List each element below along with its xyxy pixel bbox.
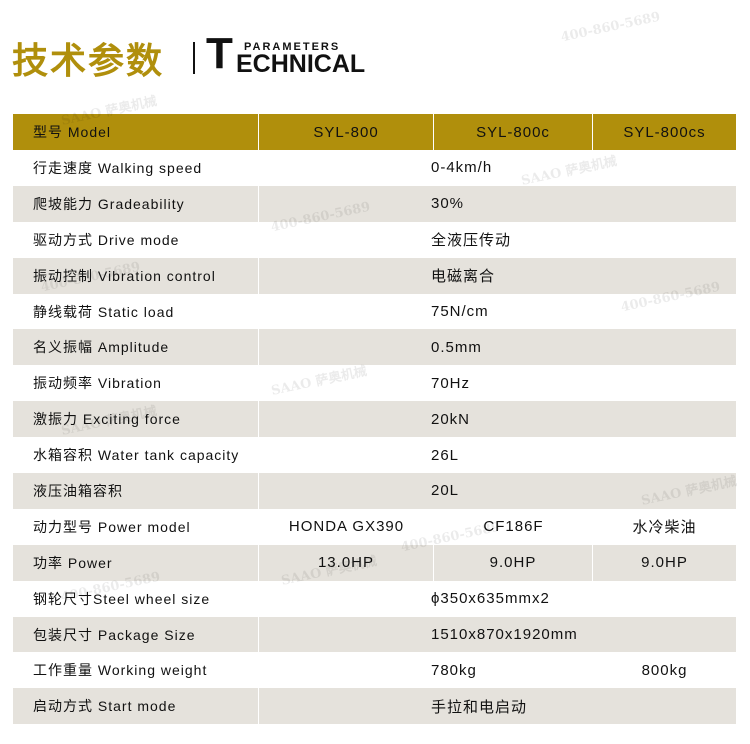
row-label: 振动频率 Vibration xyxy=(33,375,162,392)
table-row: 激振力 Exciting force 20kN xyxy=(13,401,736,438)
row-value: 电磁离合 xyxy=(431,268,496,286)
row-label: 启动方式 Start mode xyxy=(13,688,259,725)
row-value-syl-800cs: 9.0HP xyxy=(641,554,688,572)
watermark: 400-860-5689 xyxy=(559,9,662,46)
row-value-syl-800cs: 水冷柴油 xyxy=(632,519,697,537)
table-row: 钢轮尺寸Steel wheel size ϕ350x635mmx2 xyxy=(13,581,736,617)
row-label: 工作重量 Working weight xyxy=(33,662,208,679)
row-value: 20L xyxy=(431,482,460,500)
table-row: 启动方式 Start mode 手拉和电启动 xyxy=(13,688,736,725)
row-label: 包装尺寸 Package Size xyxy=(13,616,259,653)
row-label: 钢轮尺寸Steel wheel size xyxy=(33,590,211,607)
row-label: 功率 Power xyxy=(13,544,259,581)
title-divider xyxy=(193,42,195,74)
row-label: 激振力 Exciting force xyxy=(13,401,259,438)
row-value: 手拉和电启动 xyxy=(431,698,528,716)
row-value-syl-800cs: 800kg xyxy=(641,661,688,679)
row-label: 爬坡能力 Gradeability xyxy=(13,185,259,222)
row-value: 30% xyxy=(431,195,465,213)
row-value-syl-800: 13.0HP xyxy=(259,544,434,581)
row-label: 行走速度 Walking speed xyxy=(33,159,203,176)
row-value: 70Hz xyxy=(431,374,471,392)
spec-table: 型号 Model SYL-800 SYL-800c SYL-800cs 行走速度… xyxy=(13,114,736,725)
row-label: 驱动方式 Drive mode xyxy=(33,231,180,248)
row-value-syl-800-800c: 780kg xyxy=(431,661,477,679)
table-row: 工作重量 Working weight 780kg 800kg xyxy=(13,652,736,688)
row-value: 0-4km/h xyxy=(431,159,493,177)
row-value: 1510x870x1920mm xyxy=(431,626,578,644)
header-model: 型号 Model xyxy=(13,114,259,150)
row-label: 液压油箱容积 xyxy=(13,473,259,509)
table-row: 静线载荷 Static load 75N/cm xyxy=(13,294,736,330)
title-chinese: 技术参数 xyxy=(12,41,165,82)
row-label: 水箱容积 Water tank capacity xyxy=(33,447,240,464)
row-value-syl-800c: CF186F xyxy=(483,518,544,536)
table-row: 行走速度 Walking speed 0-4km/h xyxy=(13,150,736,186)
header-syl-800: SYL-800 xyxy=(259,114,434,150)
row-value: ϕ350x635mmx2 xyxy=(431,590,550,608)
table-row: 驱动方式 Drive mode 全液压传动 xyxy=(13,222,736,258)
row-label: 振动控制 Vibration control xyxy=(13,257,259,294)
table-header: 型号 Model SYL-800 SYL-800c SYL-800cs xyxy=(13,114,736,150)
table-row: 包装尺寸 Package Size 1510x870x1920mm xyxy=(13,616,736,653)
table-row: 振动控制 Vibration control 电磁离合 xyxy=(13,257,736,294)
row-label: 静线载荷 Static load xyxy=(33,303,175,320)
row-value: 75N/cm xyxy=(431,303,489,320)
row-value-syl-800c: 9.0HP xyxy=(434,544,593,581)
row-value: 20kN xyxy=(431,410,471,428)
row-value: 全液压传动 xyxy=(431,232,512,250)
table-row: 液压油箱容积 20L xyxy=(13,473,736,509)
row-value: 26L xyxy=(431,446,460,464)
row-value-syl-800: HONDA GX390 xyxy=(288,518,405,536)
table-row: 功率 Power 13.0HP 9.0HP 9.0HP xyxy=(13,544,736,581)
title-initial: T xyxy=(206,29,233,78)
title-technical: ECHNICAL xyxy=(236,50,366,78)
row-label: 名义振幅 Amplitude xyxy=(13,329,259,366)
table-row: 水箱容积 Water tank capacity 26L xyxy=(13,437,736,473)
row-value: 0.5mm xyxy=(431,338,482,356)
table-row: 振动频率 Vibration 70Hz xyxy=(13,365,736,401)
header-syl-800cs: SYL-800cs xyxy=(623,123,706,141)
title-parameters: PARAMETERS xyxy=(244,41,341,53)
table-row: 名义振幅 Amplitude 0.5mm xyxy=(13,329,736,366)
table-row: 爬坡能力 Gradeability 30% xyxy=(13,185,736,222)
header-syl-800c: SYL-800c xyxy=(434,114,593,150)
table-row: 动力型号 Power model HONDA GX390 CF186F 水冷柴油 xyxy=(13,509,736,545)
row-label: 动力型号 Power model xyxy=(33,518,191,535)
